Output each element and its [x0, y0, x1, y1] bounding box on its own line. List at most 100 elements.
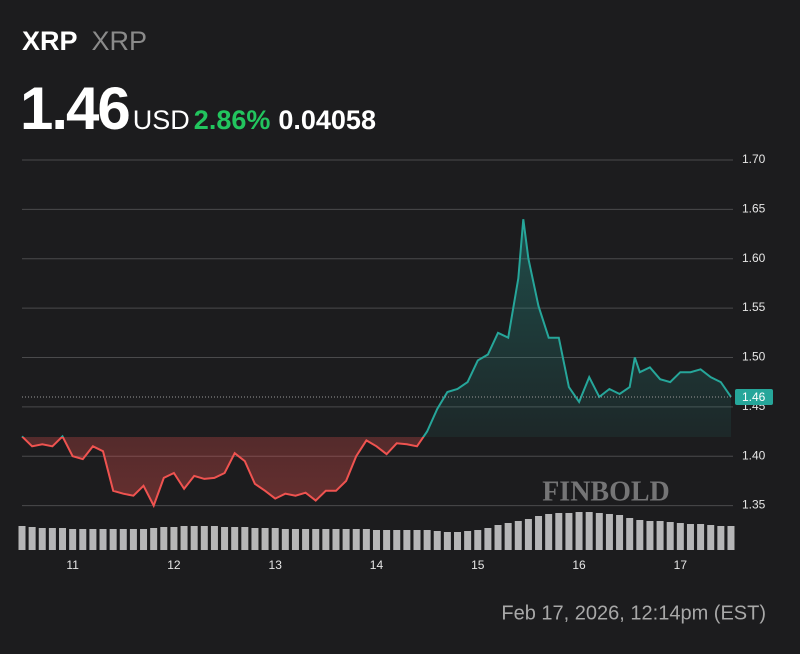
x-tick-label: 16	[572, 558, 586, 572]
volume-bar	[616, 515, 624, 550]
volume-bar	[646, 521, 654, 550]
volume-bar	[575, 512, 583, 550]
y-tick-label: 1.70	[742, 152, 766, 166]
x-tick-label: 17	[674, 558, 688, 572]
y-tick-label: 1.55	[742, 300, 766, 314]
volume-bar	[48, 528, 56, 550]
timestamp: Feb 17, 2026, 12:14pm (EST)	[501, 602, 766, 624]
volume-bar	[28, 527, 36, 550]
volume-bar	[332, 529, 340, 550]
volume-bar	[129, 529, 137, 550]
volume-bar	[514, 521, 522, 550]
volume-bar	[474, 530, 482, 550]
x-tick-label: 15	[471, 558, 485, 572]
volume-bar	[555, 513, 563, 550]
volume-bar	[38, 528, 46, 550]
volume-bar	[403, 530, 411, 550]
volume-bar	[200, 526, 208, 550]
volume-bar	[69, 529, 77, 550]
volume-bar	[342, 529, 350, 550]
x-tick-label: 14	[370, 558, 384, 572]
volume-bar	[545, 514, 553, 550]
volume-bar	[585, 512, 593, 550]
volume-bar	[504, 523, 512, 550]
volume-bar	[281, 529, 289, 550]
volume-bar	[180, 526, 188, 550]
price: 1.46	[20, 75, 131, 142]
volume-bar	[717, 526, 725, 550]
volume-bar	[464, 531, 472, 550]
volume-bar	[210, 526, 218, 550]
volume-bar	[89, 529, 97, 550]
volume-bar	[605, 514, 613, 550]
volume-bar	[302, 529, 310, 550]
volume-bar	[433, 531, 441, 550]
change-percent: 2.86%	[193, 105, 271, 135]
volume-bar	[595, 513, 603, 550]
volume-bar	[383, 530, 391, 550]
volume-bar	[372, 530, 380, 550]
volume-bar	[666, 522, 674, 550]
volume-bar	[535, 516, 543, 550]
volume-bar	[727, 526, 735, 550]
volume-bar	[150, 528, 158, 550]
volume-bar	[656, 521, 664, 550]
symbol: XRP	[22, 26, 78, 56]
volume-bar	[484, 528, 492, 550]
volume-bar	[686, 524, 694, 550]
x-tick-label: 13	[269, 558, 283, 572]
volume-bar	[221, 527, 229, 550]
y-tick-label: 1.40	[742, 448, 766, 462]
volume-bar	[190, 526, 198, 550]
volume-bar	[18, 526, 26, 550]
volume-bar	[119, 529, 127, 550]
volume-bar	[565, 513, 573, 550]
area-up	[22, 219, 731, 438]
volume-bar	[109, 529, 117, 550]
volume-bar	[676, 523, 684, 550]
currency: USD	[132, 105, 190, 135]
volume-bar	[79, 529, 87, 550]
price-line-down	[21, 437, 425, 509]
volume-bar	[494, 525, 502, 550]
y-tick-label: 1.50	[742, 350, 766, 364]
volume-bar	[636, 520, 644, 550]
price-marker-label: 1.46	[742, 390, 766, 404]
x-tick-label: 12	[167, 558, 181, 572]
volume-bar	[697, 524, 705, 550]
volume-bar	[362, 529, 370, 550]
volume-bar	[261, 528, 269, 550]
volume-bar	[443, 532, 451, 550]
y-tick-label: 1.65	[742, 201, 766, 215]
price-marker-box	[735, 388, 773, 405]
volume-bar	[322, 529, 330, 550]
watermark: FINBOLD	[542, 476, 670, 507]
volume-bar	[423, 530, 431, 550]
price-line-up	[21, 219, 732, 438]
volume-bar	[393, 530, 401, 550]
price-row: 1.46 USD 2.86% 0.04058	[20, 74, 376, 143]
volume-bar	[231, 527, 239, 550]
change: 0.04058	[278, 105, 376, 135]
volume-bar	[271, 528, 279, 550]
y-tick-label: 1.35	[742, 498, 766, 512]
volume-bar	[99, 529, 107, 550]
volume-bar	[59, 528, 67, 550]
volume-bar	[140, 529, 148, 550]
volume-bar	[160, 527, 168, 550]
volume-bar	[524, 519, 532, 550]
volume-bar	[170, 527, 178, 550]
volume-bar	[291, 529, 299, 550]
volume-bar	[707, 525, 715, 550]
volume-bar	[413, 530, 421, 550]
volume-bar	[312, 529, 320, 550]
volume-bar	[251, 528, 259, 550]
volume-bar	[626, 518, 634, 550]
symbol-name: XRP	[91, 26, 148, 56]
area-down	[22, 437, 424, 506]
y-tick-label: 1.60	[742, 251, 766, 265]
x-tick-label: 11	[66, 558, 79, 572]
volume-bar	[352, 529, 360, 550]
